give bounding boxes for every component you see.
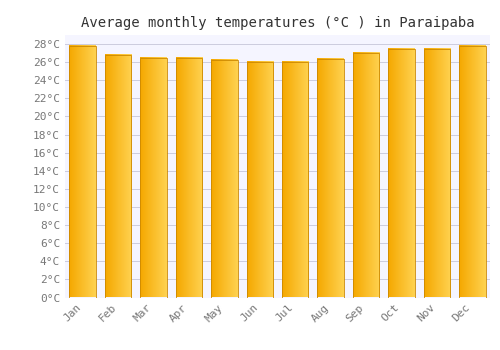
Bar [318, 60, 344, 298]
Bar [424, 49, 450, 298]
Bar [388, 49, 414, 298]
Title: Average monthly temperatures (°C ) in Paraipaba: Average monthly temperatures (°C ) in Pa… [80, 16, 474, 30]
Bar [246, 62, 273, 298]
Bar [105, 55, 132, 298]
Bar [176, 58, 202, 298]
Bar [282, 62, 308, 298]
Bar [211, 60, 238, 298]
Bar [353, 53, 380, 298]
Bar [459, 46, 485, 298]
Bar [70, 46, 96, 298]
Bar [140, 58, 167, 298]
